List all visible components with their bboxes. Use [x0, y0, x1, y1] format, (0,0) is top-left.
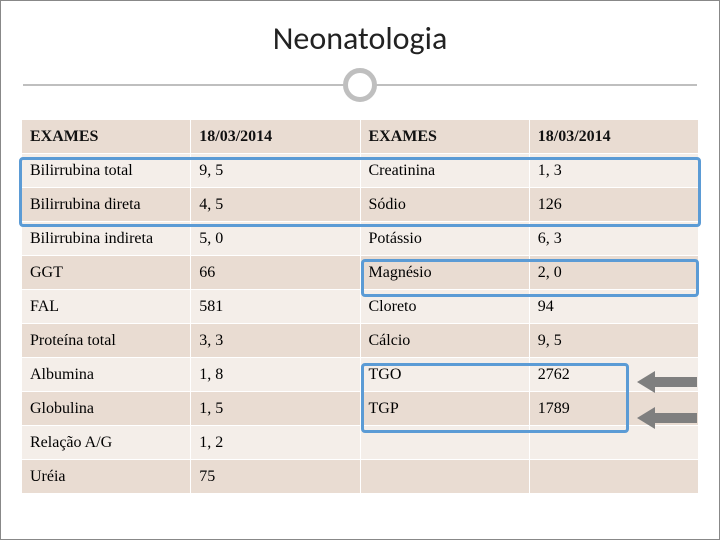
- cell: 9, 5: [529, 324, 698, 358]
- cell: 9, 5: [191, 154, 360, 188]
- cell: 4, 5: [191, 188, 360, 222]
- cell: 3, 3: [191, 324, 360, 358]
- table-row: Bilirrubina direta 4, 5 Sódio 126: [22, 188, 699, 222]
- cell-empty: [360, 460, 529, 494]
- cell: FAL: [22, 290, 191, 324]
- cell: 5, 0: [191, 222, 360, 256]
- table-row: FAL 581 Cloreto 94: [22, 290, 699, 324]
- cell: GGT: [22, 256, 191, 290]
- cell: 1, 2: [191, 426, 360, 460]
- cell: Cloreto: [360, 290, 529, 324]
- cell: Magnésio: [360, 256, 529, 290]
- col-header: EXAMES: [22, 120, 191, 154]
- cell: Creatinina: [360, 154, 529, 188]
- cell: TGP: [360, 392, 529, 426]
- table-row: Bilirrubina total 9, 5 Creatinina 1, 3: [22, 154, 699, 188]
- col-header: EXAMES: [360, 120, 529, 154]
- cell: 6, 3: [529, 222, 698, 256]
- cell: TGO: [360, 358, 529, 392]
- cell-empty: [529, 426, 698, 460]
- cell: 581: [191, 290, 360, 324]
- table-header-row: EXAMES 18/03/2014 EXAMES 18/03/2014: [22, 120, 699, 154]
- cell: Proteína total: [22, 324, 191, 358]
- cell: 94: [529, 290, 698, 324]
- cell-empty: [529, 460, 698, 494]
- cell: Cálcio: [360, 324, 529, 358]
- cell: 2, 0: [529, 256, 698, 290]
- table-row: Bilirrubina indireta 5, 0 Potássio 6, 3: [22, 222, 699, 256]
- table-row: Uréia 75: [22, 460, 699, 494]
- cell: Relação A/G: [22, 426, 191, 460]
- table-body: Bilirrubina total 9, 5 Creatinina 1, 3 B…: [22, 154, 699, 494]
- slide-title: Neonatologia: [1, 19, 719, 58]
- table-row: GGT 66 Magnésio 2, 0: [22, 256, 699, 290]
- cell: 75: [191, 460, 360, 494]
- cell: 1, 3: [529, 154, 698, 188]
- cell: Potássio: [360, 222, 529, 256]
- table-row: Proteína total 3, 3 Cálcio 9, 5: [22, 324, 699, 358]
- cell: 1, 8: [191, 358, 360, 392]
- title-area: Neonatologia: [1, 1, 719, 106]
- table-row: Albumina 1, 8 TGO 2762: [22, 358, 699, 392]
- lab-table-container: EXAMES 18/03/2014 EXAMES 18/03/2014 Bili…: [21, 119, 699, 494]
- cell: 1, 5: [191, 392, 360, 426]
- table-row: Relação A/G 1, 2: [22, 426, 699, 460]
- arrow-left-icon: [637, 407, 697, 429]
- cell: Sódio: [360, 188, 529, 222]
- cell: Bilirrubina direta: [22, 188, 191, 222]
- divider: [1, 66, 719, 106]
- col-header: 18/03/2014: [191, 120, 360, 154]
- lab-results-table: EXAMES 18/03/2014 EXAMES 18/03/2014 Bili…: [21, 119, 699, 494]
- cell: Uréia: [22, 460, 191, 494]
- cell: 66: [191, 256, 360, 290]
- cell: Globulina: [22, 392, 191, 426]
- divider-ring-icon: [343, 68, 377, 102]
- table-row: Globulina 1, 5 TGP 1789: [22, 392, 699, 426]
- slide: Neonatologia EXAMES 18/03/2014 EXAMES 18…: [0, 0, 720, 540]
- cell: 126: [529, 188, 698, 222]
- cell-empty: [360, 426, 529, 460]
- cell: Bilirrubina indireta: [22, 222, 191, 256]
- col-header: 18/03/2014: [529, 120, 698, 154]
- cell: Albumina: [22, 358, 191, 392]
- arrow-left-icon: [637, 371, 697, 393]
- cell: Bilirrubina total: [22, 154, 191, 188]
